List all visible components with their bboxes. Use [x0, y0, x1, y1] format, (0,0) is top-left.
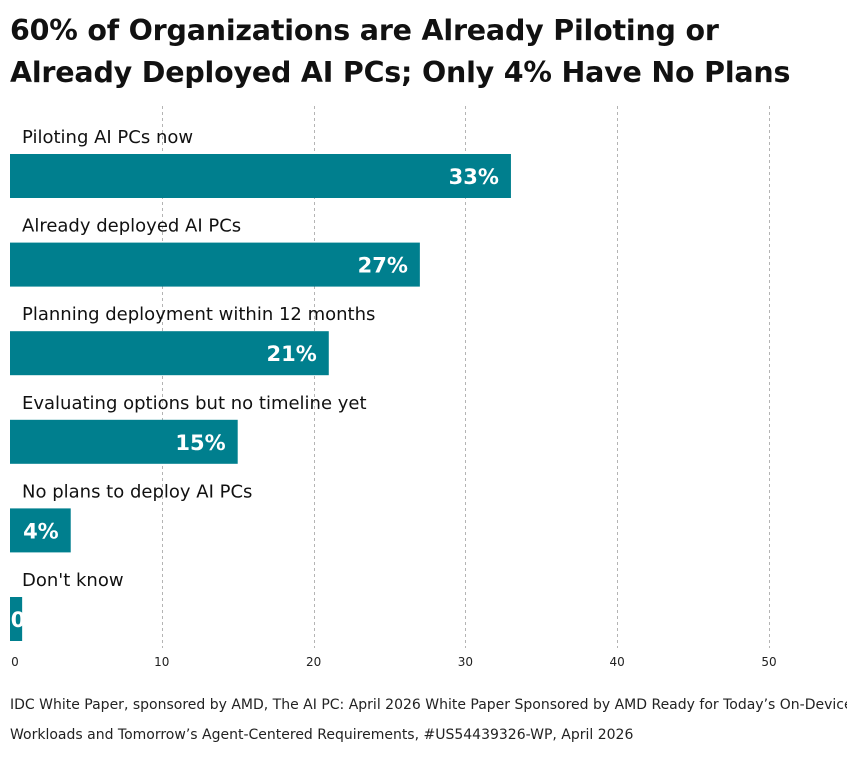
x-tick-label-2: 20 — [306, 655, 321, 669]
chart-title: 60% of Organizations are Already Pilotin… — [10, 10, 837, 94]
bar-0 — [10, 154, 511, 198]
data-label-4: 4% — [23, 519, 59, 543]
x-tick-label-4: 40 — [610, 655, 625, 669]
chart-title-line-1: 60% of Organizations are Already Pilotin… — [10, 14, 719, 47]
category-label-5: Don't know — [22, 570, 124, 591]
bar-3 — [10, 419, 238, 464]
category-label-4: No plans to deploy AI PCs — [22, 481, 252, 502]
category-label-2: Planning deployment within 12 months — [22, 304, 375, 325]
data-label-3: 15% — [175, 431, 225, 455]
bar-1 — [10, 242, 420, 287]
bar-2 — [10, 331, 329, 376]
x-tick-label-5: 50 — [761, 655, 776, 669]
category-label-3: Evaluating options but no timeline yet — [22, 393, 367, 414]
data-label-2: 21% — [267, 342, 317, 366]
category-label-0: Piloting AI PCs now — [22, 127, 193, 148]
x-tick-label-3: 30 — [458, 655, 473, 669]
data-label-0: 33% — [449, 165, 499, 189]
source-footnote-line-2: Workloads and Tomorrow’s Agent-Centered … — [10, 727, 634, 743]
x-tick-label-0: 0 — [11, 655, 19, 669]
category-label-1: Already deployed AI PCs — [22, 216, 241, 237]
bar-4 — [10, 508, 71, 553]
source-footnote-line-1: IDC White Paper, sponsored by AMD, The A… — [10, 697, 847, 713]
data-label-1: 27% — [358, 254, 408, 278]
bar-chart: 0 10 20 30 40 50 Piloting AI PCs now 33% Already… — [10, 106, 777, 669]
x-tick-label-1: 10 — [154, 655, 169, 669]
chart-title-line-2: Already Deployed AI PCs; Only 4% Have No… — [10, 56, 791, 89]
source-footnote: IDC White Paper, sponsored by AMD, The A… — [10, 690, 847, 750]
data-label-5: 0 — [11, 608, 26, 632]
bar-5 — [10, 597, 23, 641]
